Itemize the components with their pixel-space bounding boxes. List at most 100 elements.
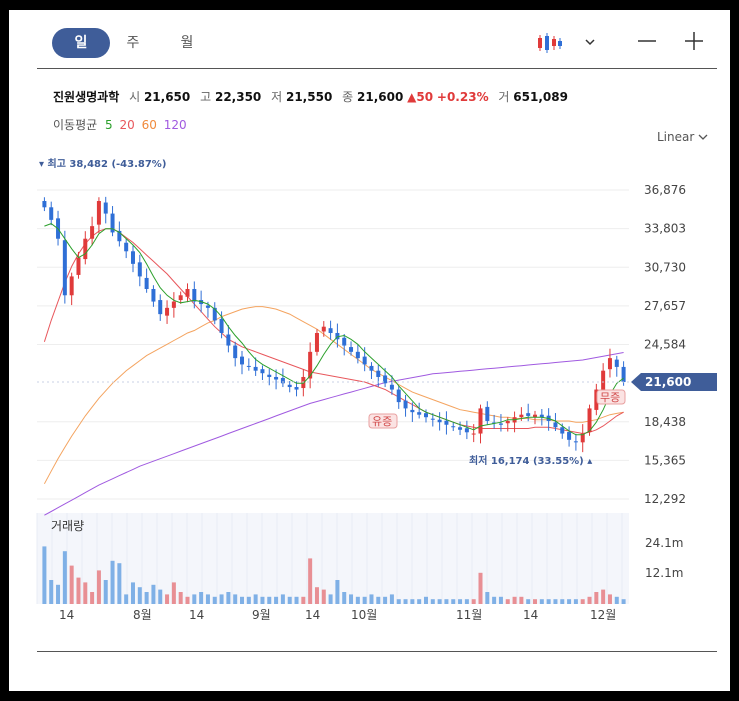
candle-body [274, 376, 279, 380]
y-tick-label: 30,730 [644, 260, 686, 274]
candle-body [314, 332, 319, 352]
candle-body [42, 201, 47, 208]
candle-body [580, 433, 585, 443]
event-tag-yujeung-box [368, 413, 398, 429]
candle-body [287, 384, 292, 388]
volume-bar [199, 592, 204, 604]
candle-body [171, 301, 176, 308]
candle-body [321, 326, 326, 332]
candle-body [369, 365, 374, 371]
ma120-line [44, 352, 624, 516]
candle-body [533, 414, 538, 418]
candle-body [308, 351, 313, 379]
candle-body [205, 305, 210, 308]
volume-bar [76, 577, 81, 604]
candle-body [519, 414, 524, 418]
candle-body [49, 207, 54, 220]
zoom-in-icon[interactable] [684, 31, 704, 56]
tab-month[interactable]: 월 [180, 35, 194, 51]
candle-body [158, 300, 163, 315]
candle-body [335, 332, 340, 340]
candle-body [301, 376, 306, 389]
volume-bar [349, 594, 354, 604]
volume-bar [233, 594, 238, 604]
close-label: 종 [342, 90, 354, 104]
x-tick-label: 14 [523, 608, 538, 622]
scale-mode-select[interactable]: Linear [657, 130, 708, 144]
volume-bar [607, 594, 612, 604]
volume-bar [287, 596, 292, 604]
candle-body [539, 414, 544, 418]
volume-bar [464, 599, 469, 604]
chevron-down-icon [698, 134, 708, 140]
candle-body [492, 422, 497, 424]
x-tick-label: 11월 [456, 608, 482, 622]
candle-body [430, 418, 435, 420]
period-tab-bar: 일 주 월 [9, 10, 730, 68]
volume-bar [614, 596, 619, 604]
volume-bar [430, 599, 435, 604]
y-tick-label: 15,365 [644, 453, 686, 467]
y-tick-label: 36,876 [644, 183, 686, 197]
high-annotation: ▾ 최고 38,482 (-43.87%) [39, 157, 166, 170]
candle-body [124, 242, 129, 252]
candle-body [144, 277, 149, 289]
volume-bar [335, 580, 340, 604]
candle-body [294, 387, 299, 390]
event-tag-yujeung: 유증 [372, 415, 392, 428]
candle-body [458, 427, 463, 430]
volume-bar [212, 596, 217, 604]
ma60-label: 60 [141, 118, 157, 132]
chevron-down-icon[interactable] [584, 32, 596, 54]
price-chart[interactable]: 36,876 33,803 30,730 27,657 24,584 18,438 15,3… [9, 10, 730, 630]
volume-bar [567, 599, 572, 604]
candle-body [362, 356, 367, 365]
volume-bar [512, 596, 517, 604]
candle-body [328, 328, 333, 333]
volume-bar [192, 594, 197, 604]
volume-tick-label: 12.1m [645, 566, 683, 580]
volume-bar [485, 592, 490, 604]
volume-bar [124, 594, 129, 604]
volume-bar [410, 599, 415, 604]
volume-bar [137, 587, 142, 604]
volume-bar [96, 570, 101, 604]
open-value: 21,650 [143, 90, 191, 104]
candle-body [165, 307, 170, 316]
candle-body [96, 201, 101, 225]
x-tick-label: 9월 [252, 608, 271, 622]
candle-body [607, 358, 612, 370]
volume-bar [171, 582, 176, 604]
x-tick-label: 14 [189, 608, 204, 622]
volume-bar [471, 599, 476, 604]
price-summary: 진원생명과학 시 21,650 고 22,350 저 21,550 종 21,6… [53, 88, 568, 105]
zoom-out-icon[interactable] [637, 31, 657, 56]
volume-value: 651,089 [513, 90, 568, 104]
candle-body [267, 374, 272, 377]
candle-body [573, 441, 578, 443]
ma20-line [43, 228, 624, 435]
candle-body [260, 369, 265, 374]
volume-bar [49, 580, 54, 604]
tab-week[interactable]: 주 [126, 35, 140, 51]
candle-body [471, 433, 476, 435]
candle-body [396, 389, 401, 403]
candle-body [614, 359, 619, 367]
candlestick-type-icon[interactable] [537, 32, 563, 59]
change-percent: +0.23% [436, 90, 489, 104]
low-label: 저 [271, 90, 283, 104]
volume-bar [505, 599, 510, 604]
candle-body [505, 420, 510, 424]
volume-bar [130, 582, 135, 604]
x-tick-label: 14 [305, 608, 320, 622]
volume-bar [498, 596, 503, 604]
ma120-label: 120 [163, 118, 187, 132]
candle-body [226, 334, 231, 346]
candle-body [192, 288, 197, 302]
close-value: 21,600 [357, 90, 404, 104]
volume-bar [355, 596, 360, 604]
volume-bar [314, 587, 319, 604]
tab-day[interactable]: 일 [52, 28, 110, 58]
current-price-label: 21,600 [645, 375, 691, 389]
volume-bar [90, 592, 95, 604]
